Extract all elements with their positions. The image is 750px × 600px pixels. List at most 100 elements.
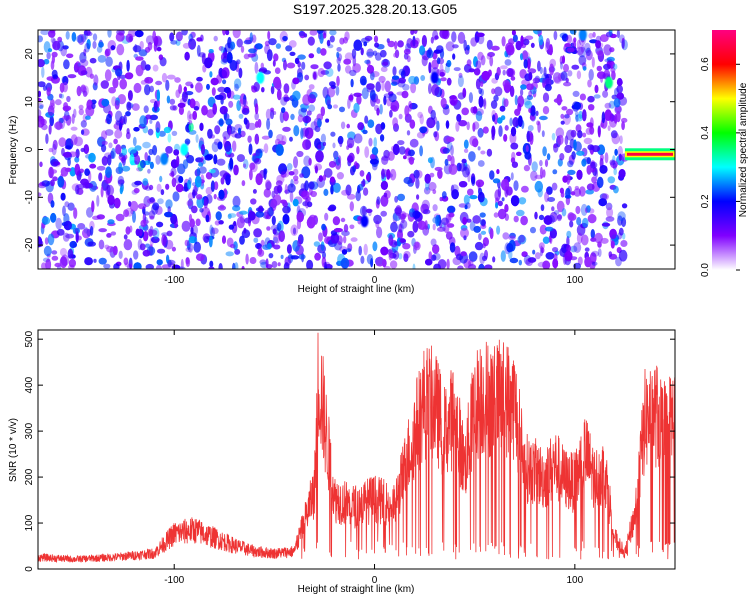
spectrogram-cell (596, 50, 604, 57)
spectrogram-cell (376, 107, 380, 116)
spectrogram-y-tick-label: -10 (24, 190, 35, 205)
spectrogram-cell (539, 159, 543, 167)
spectrogram-cell (602, 90, 609, 98)
spectrogram-cell (226, 51, 233, 64)
spectrogram-cell (403, 250, 411, 259)
spectrogram-cell (273, 244, 281, 250)
spectrogram-cell (375, 123, 383, 135)
spectrogram-cell (169, 98, 176, 105)
spectrogram-cell (428, 47, 432, 56)
spectrogram-cell (430, 254, 437, 261)
spectrogram-cell (104, 49, 110, 58)
spectrogram-cell (280, 254, 284, 259)
spectrogram-cell (296, 211, 304, 223)
spectrogram-cell (442, 147, 450, 154)
spectrogram-cell (489, 170, 495, 180)
spectrogram-cell (478, 87, 483, 95)
spectrogram-cell (491, 88, 496, 95)
spectrogram-cell (229, 41, 236, 50)
spectrogram-cell (123, 234, 128, 240)
spectrogram-cell (609, 159, 616, 166)
spectrogram-cell (466, 44, 470, 51)
spectrogram-cell (566, 176, 573, 181)
spectrogram-cell (618, 227, 624, 236)
spectrogram-cell (75, 61, 81, 70)
spectrogram-cell (392, 143, 400, 156)
spectrogram-cell (317, 144, 322, 150)
spectrogram-cell (540, 166, 543, 179)
spectrogram-cell (492, 114, 496, 122)
spectrogram-cell (374, 42, 380, 48)
spectrogram-cell (452, 53, 456, 60)
spectrogram-cell (564, 144, 573, 154)
spectrogram-cell (254, 112, 259, 121)
spectrogram-cell (366, 83, 375, 90)
spectrogram-cell (115, 32, 125, 42)
spectrogram-cell (298, 234, 304, 245)
spectrogram-cell (594, 84, 599, 94)
spectrogram-cell (497, 117, 503, 124)
spectrogram-cell (560, 120, 565, 125)
spectrogram-cell (157, 198, 164, 205)
spectrogram-cell (412, 220, 419, 233)
spectrogram-cell (131, 103, 140, 111)
spectrogram-cell (611, 70, 616, 81)
spectrogram-cell (520, 53, 524, 61)
spectrogram-cell (272, 59, 276, 67)
spectrogram-cell (133, 262, 142, 269)
spectrogram-cell (511, 30, 516, 36)
spectrogram-cell (68, 258, 76, 268)
spectrogram-cell (83, 30, 91, 36)
spectrogram-cell (419, 145, 423, 157)
spectrogram-cell (125, 111, 131, 117)
spectrogram-cell (398, 146, 406, 155)
colorbar-label: Normalized spectral amplitude (738, 82, 749, 217)
spectrogram-cell (232, 262, 236, 269)
spectrogram-x-tick-label: 0 (372, 275, 378, 286)
spectrogram-cell (101, 144, 107, 153)
spectrogram-cell (409, 156, 414, 165)
spectrogram-cell (402, 84, 410, 91)
spectrogram-cell (571, 64, 580, 70)
spectrogram-cell (144, 152, 148, 161)
spectrogram-cell (212, 103, 217, 115)
spectrogram-cell (70, 134, 78, 146)
spectrogram-cell (253, 228, 262, 238)
spectrogram-cell (115, 68, 123, 77)
spectrogram-cell (471, 176, 476, 187)
spectrogram-cell (98, 228, 107, 233)
spectrogram-cell (41, 66, 45, 78)
spectrogram-cell (308, 157, 312, 166)
spectrogram-cell (293, 175, 299, 182)
snr-x-tick-label: -100 (164, 575, 184, 586)
spectrogram-cell (410, 39, 419, 49)
spectrogram-cell (198, 162, 204, 167)
spectrogram-cell (236, 216, 245, 229)
spectrogram-cell (282, 111, 289, 122)
spectrogram-cell (260, 62, 264, 69)
spectrogram-cell (570, 191, 576, 196)
spectrogram-cell (621, 37, 625, 49)
spectrogram-cell (153, 100, 158, 112)
spectrogram-cell (509, 117, 513, 127)
colorbar-tick-label: 0.6 (700, 57, 711, 71)
spectrogram-cell (57, 36, 63, 43)
spectrogram-cell (63, 102, 68, 109)
spectrogram-cell (477, 146, 481, 151)
spectrogram-cell (134, 30, 144, 38)
spectrogram-cell (573, 188, 582, 197)
spectrogram-cell (74, 136, 83, 147)
spectrogram-cell (147, 128, 154, 136)
spectrogram-cell (483, 98, 487, 110)
spectrogram-cell (313, 241, 321, 247)
spectrogram-cell (308, 84, 315, 90)
spectrogram-cell (320, 70, 330, 75)
spectrogram-cell (283, 96, 290, 102)
spectrogram-cell (123, 239, 133, 251)
spectrogram-cell (611, 94, 618, 100)
spectrogram-cell (364, 35, 373, 42)
spectrogram-cell (192, 110, 197, 120)
spectrogram-cell (347, 131, 356, 140)
spectrogram-cell (301, 61, 306, 70)
spectrogram-cell (359, 170, 365, 177)
